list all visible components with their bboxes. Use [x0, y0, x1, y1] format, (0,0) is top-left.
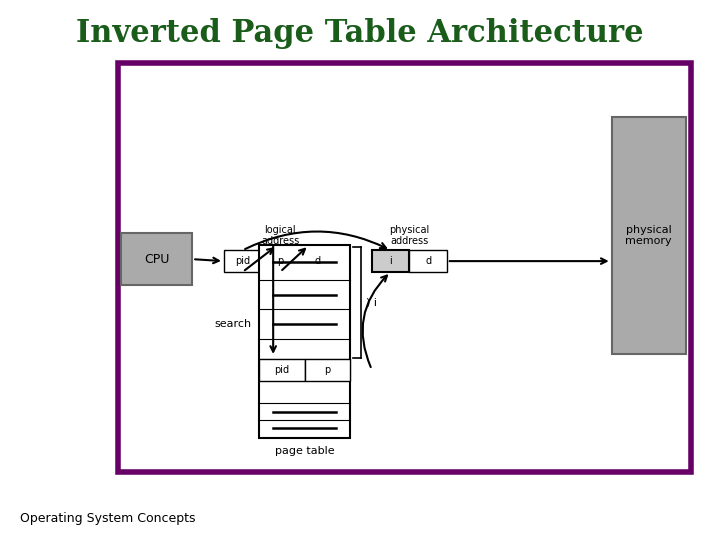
Text: ) i: ) i	[366, 298, 377, 308]
Text: d: d	[315, 256, 320, 266]
Text: search: search	[215, 319, 251, 329]
Text: Operating System Concepts: Operating System Concepts	[19, 512, 195, 525]
Bar	[224, 250, 261, 272]
Bar	[305, 359, 350, 381]
Text: logical
address: logical address	[261, 225, 300, 246]
Bar	[121, 233, 192, 285]
Bar	[611, 117, 685, 354]
Bar	[372, 250, 410, 272]
Text: physical
memory: physical memory	[625, 225, 672, 246]
Text: p: p	[277, 256, 283, 266]
Text: i: i	[390, 256, 392, 266]
Bar	[259, 245, 350, 438]
Text: CPU: CPU	[144, 253, 169, 266]
Text: Inverted Page Table Architecture: Inverted Page Table Architecture	[76, 18, 644, 49]
Text: page table: page table	[275, 446, 335, 456]
Bar	[299, 250, 336, 272]
Text: d: d	[425, 256, 431, 266]
Bar	[118, 63, 690, 472]
Text: p: p	[324, 364, 330, 375]
Text: pid: pid	[235, 256, 250, 266]
Text: physical
address: physical address	[390, 225, 429, 246]
Bar	[410, 250, 447, 272]
Bar	[261, 250, 299, 272]
Bar	[259, 359, 305, 381]
Text: pid: pid	[274, 364, 289, 375]
